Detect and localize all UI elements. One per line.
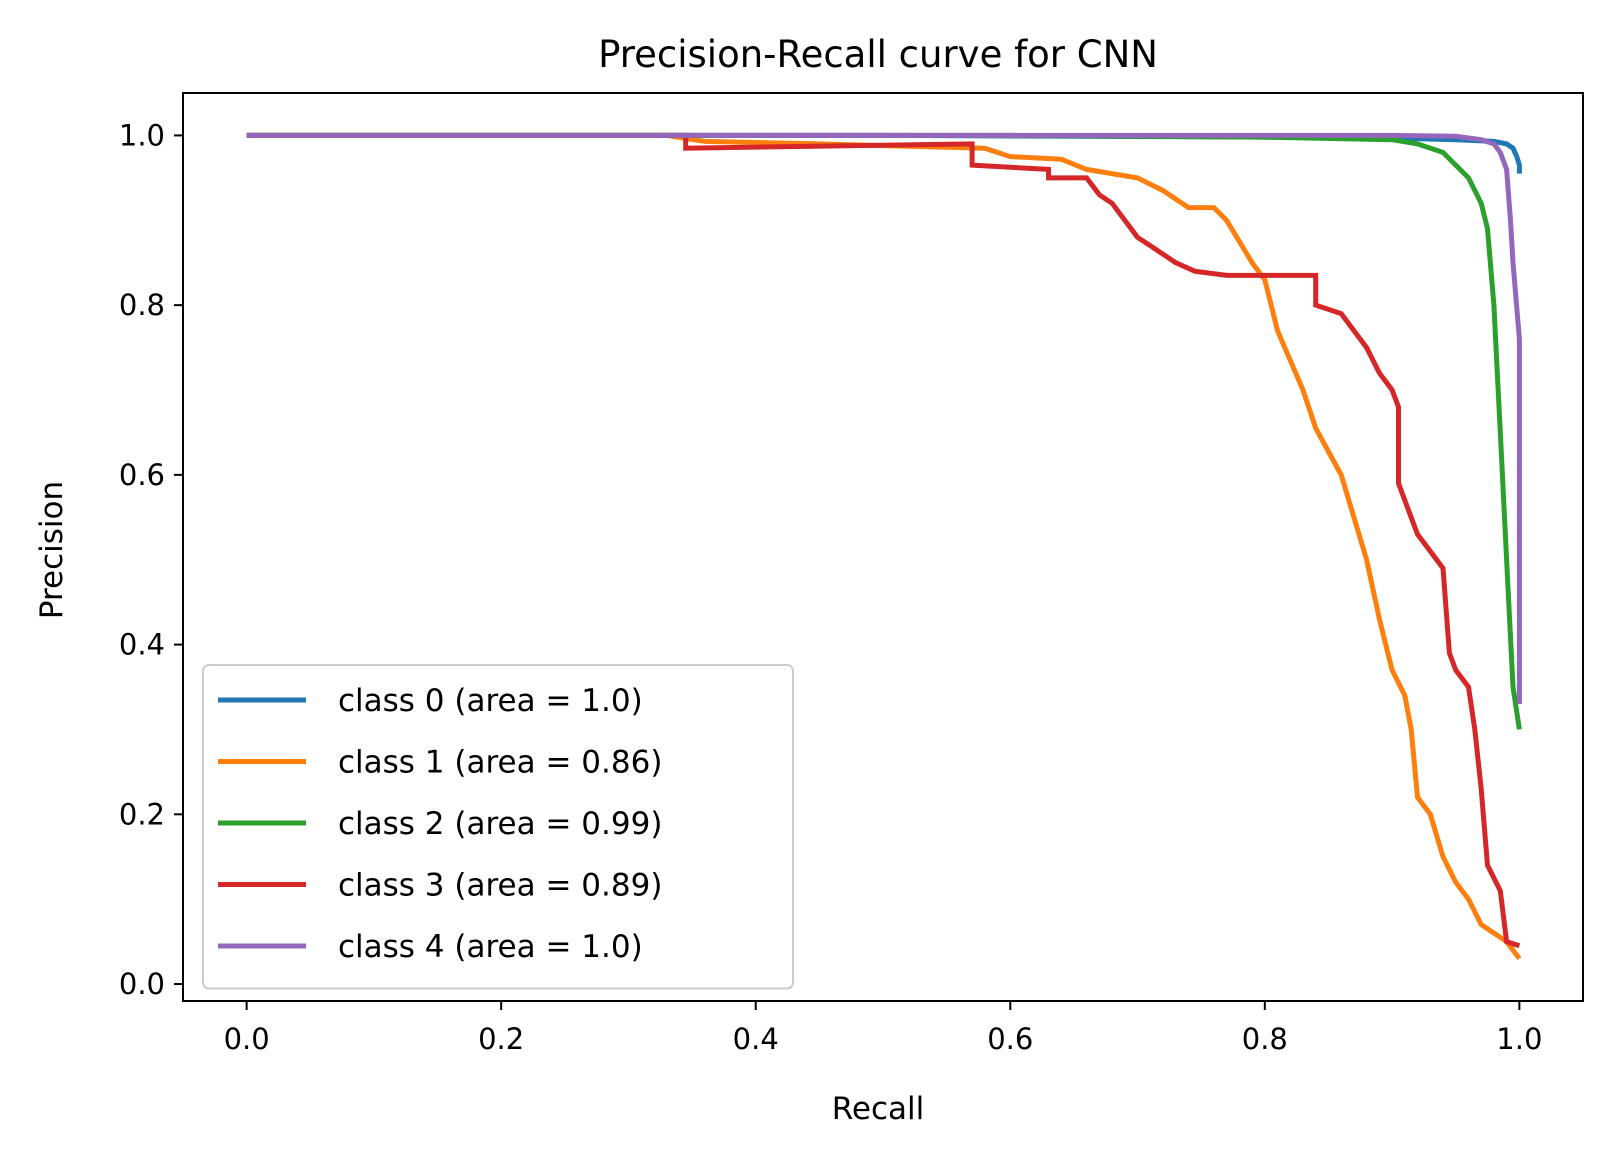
x-tick-label: 1.0 bbox=[1496, 1022, 1542, 1056]
y-tick-label: 0.4 bbox=[119, 628, 165, 662]
y-tick-label: 0.0 bbox=[119, 967, 165, 1001]
legend-label-2: class 2 (area = 0.99) bbox=[338, 806, 662, 842]
series-line-3 bbox=[246, 132, 1521, 949]
x-tick-label: 0.8 bbox=[1242, 1022, 1288, 1056]
legend-label-1: class 1 (area = 0.86) bbox=[338, 745, 662, 781]
x-tick-label: 0.4 bbox=[733, 1022, 779, 1056]
series-line-1 bbox=[246, 132, 1522, 961]
x-tick-label: 0.6 bbox=[987, 1022, 1033, 1056]
legend-box bbox=[202, 664, 794, 990]
legend-label-4: class 4 (area = 1.0) bbox=[338, 929, 643, 965]
y-tick-label: 1.0 bbox=[119, 118, 165, 152]
y-tick-label: 0.2 bbox=[119, 797, 165, 831]
legend: class 0 (area = 1.0) class 1 (area = 0.86… bbox=[202, 664, 794, 990]
x-tick-label: 0.0 bbox=[224, 1022, 270, 1056]
plot-frame bbox=[182, 92, 1584, 1002]
x-axis-label: Recall bbox=[832, 1091, 925, 1127]
y-tick-label: 0.8 bbox=[119, 288, 165, 322]
plot-area: 0.0 0.2 0.4 0.6 0.8 1.0 0.0 0.2 0.4 0.6 0.8 1.0 bbox=[119, 92, 1584, 1056]
x-tick-label: 0.2 bbox=[478, 1022, 524, 1056]
chart-title: Precision-Recall curve for CNN bbox=[598, 33, 1158, 76]
legend-label-3: class 3 (area = 0.89) bbox=[338, 868, 662, 904]
y-tick-label: 0.6 bbox=[119, 458, 165, 492]
series-line-2 bbox=[246, 132, 1522, 730]
legend-label-0: class 0 (area = 1.0) bbox=[338, 683, 643, 719]
y-axis-label: Precision bbox=[34, 481, 70, 619]
series-line-4 bbox=[246, 132, 1522, 704]
